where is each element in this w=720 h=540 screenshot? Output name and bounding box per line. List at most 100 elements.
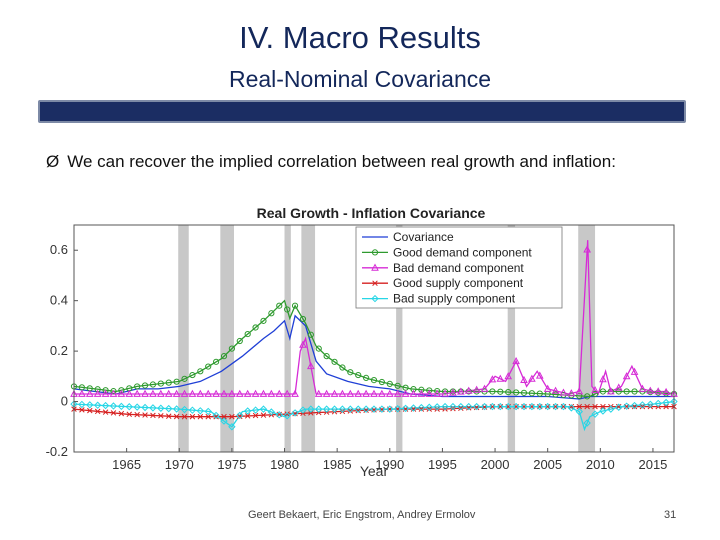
- series-marker-3: [458, 405, 464, 411]
- series-marker-3: [434, 406, 440, 412]
- series-marker-1: [315, 345, 322, 352]
- series-marker-1: [205, 363, 212, 370]
- series-marker-2: [409, 389, 418, 397]
- series-marker-3: [252, 412, 259, 419]
- series-marker-4: [559, 402, 568, 411]
- series-marker-4: [401, 404, 410, 413]
- series-marker-4: [101, 401, 110, 410]
- bullet-text: We can recover the implied correlation b…: [67, 152, 616, 171]
- x-tick-label: 2015: [638, 457, 667, 472]
- legend-label: Bad supply component: [393, 292, 516, 306]
- series-marker-2: [370, 389, 378, 397]
- series-marker-1: [489, 388, 496, 395]
- series-marker-1: [623, 388, 630, 395]
- chart-title: Real Growth - Inflation Covariance: [257, 205, 486, 221]
- series-marker-3: [363, 407, 369, 414]
- series-marker-2: [172, 389, 181, 397]
- series-marker-1: [323, 353, 330, 360]
- series-marker-2: [164, 389, 173, 397]
- series-marker-4: [188, 406, 197, 414]
- x-tick-label: 1985: [323, 457, 352, 472]
- series-marker-1: [291, 302, 299, 309]
- series-marker-1: [520, 389, 528, 396]
- series-marker-2: [646, 386, 655, 394]
- series-marker-2: [141, 389, 149, 397]
- series-marker-4: [662, 398, 670, 407]
- series-marker-1: [441, 388, 449, 395]
- series-marker-3: [410, 406, 417, 412]
- series-marker-4: [354, 405, 362, 413]
- series-marker-2: [307, 361, 315, 370]
- series-marker-1: [347, 369, 354, 376]
- series-marker-2: [212, 389, 220, 397]
- series-marker-1: [134, 383, 141, 390]
- y-tick-label: 0.4: [50, 293, 68, 308]
- series-marker-2: [228, 389, 236, 397]
- series-marker-1: [181, 375, 188, 382]
- series-marker-2: [259, 389, 268, 397]
- series-marker-2: [109, 389, 118, 397]
- series-marker-2: [575, 387, 584, 395]
- series-marker-2: [472, 385, 481, 393]
- x-axis-label: Year: [360, 463, 389, 479]
- recession-band-1: [220, 225, 234, 452]
- series-marker-2: [607, 387, 615, 395]
- series-marker-1: [355, 371, 362, 379]
- series-marker-2: [235, 389, 244, 397]
- series-marker-2: [157, 389, 165, 397]
- series-marker-4: [283, 412, 291, 420]
- series-marker-3: [450, 405, 456, 412]
- series-marker-4: [480, 402, 489, 411]
- x-tick-label: 1995: [428, 457, 457, 472]
- series-marker-4: [133, 403, 141, 411]
- series-marker-4: [338, 405, 347, 413]
- series-marker-4: [425, 403, 433, 411]
- series-marker-2: [385, 389, 394, 397]
- series-marker-3: [631, 403, 638, 410]
- series-marker-4: [575, 407, 583, 416]
- series-marker-3: [260, 412, 267, 418]
- x-tick-label: 2005: [533, 457, 562, 472]
- series-marker-1: [505, 388, 512, 396]
- series-marker-4: [441, 402, 449, 411]
- series-marker-3: [284, 411, 290, 417]
- slide-subtitle: Real-Nominal Covariance: [228, 66, 492, 92]
- series-marker-4: [220, 417, 228, 425]
- series-marker-2: [464, 386, 473, 394]
- series-marker-3: [102, 409, 109, 415]
- series-marker-1: [236, 337, 243, 345]
- series-marker-2: [528, 374, 536, 382]
- series-marker-3: [87, 407, 93, 414]
- covariance-chart: 1965 1970 1975 1980 1985 1990 1995 2000 2005 2010…: [46, 205, 678, 479]
- series-marker-4: [346, 405, 355, 413]
- series-marker-1: [94, 386, 101, 393]
- series-marker-2: [378, 389, 386, 397]
- series-marker-1: [165, 379, 172, 386]
- series-marker-4: [204, 407, 212, 416]
- series-marker-4: [449, 402, 457, 411]
- series-marker-2: [133, 389, 141, 397]
- series-marker-3: [118, 410, 125, 417]
- legend-label: Good supply component: [393, 276, 524, 290]
- series-marker-3: [339, 408, 346, 415]
- series-marker-4: [520, 402, 528, 411]
- series-marker-2: [638, 384, 647, 392]
- series-marker-4: [622, 402, 631, 410]
- series-marker-4: [504, 402, 512, 411]
- series-marker-4: [212, 411, 220, 420]
- series-marker-2: [630, 367, 639, 375]
- series-marker-4: [141, 403, 149, 412]
- series-marker-1: [149, 381, 157, 388]
- series-marker-2: [125, 389, 134, 397]
- series-marker-4: [615, 403, 623, 411]
- series-marker-2: [196, 389, 205, 397]
- series-marker-3: [229, 413, 235, 420]
- series-marker-1: [110, 388, 117, 395]
- series-marker-4: [583, 419, 591, 427]
- series-marker-1: [141, 382, 149, 389]
- series-marker-4: [267, 408, 276, 416]
- series-marker-3: [142, 412, 148, 418]
- plot-frame: [73, 224, 675, 453]
- series-marker-1: [331, 358, 338, 365]
